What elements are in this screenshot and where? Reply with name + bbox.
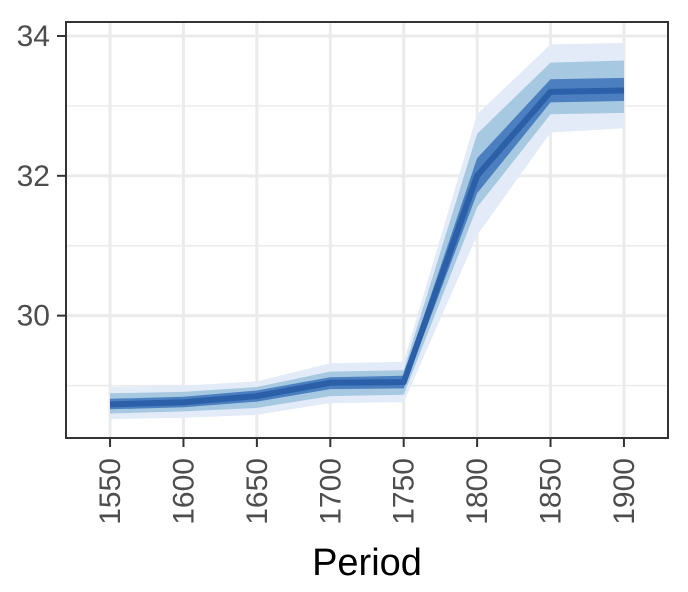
x-axis-title: Period xyxy=(312,542,422,584)
x-tick-label: 1600 xyxy=(168,458,201,525)
x-tick-label: 1650 xyxy=(241,458,274,525)
x-tick-label: 1900 xyxy=(608,458,641,525)
grid-layer xyxy=(66,22,668,438)
y-tick-label: 32 xyxy=(17,160,50,193)
x-tick-label: 1700 xyxy=(314,458,347,525)
band-layer xyxy=(110,43,624,420)
x-tick-label: 1800 xyxy=(461,458,494,525)
tick-layer: 30 32 34 1550 1600 1650 1700 1750 1800 1850 1900 xyxy=(17,20,641,525)
uncertainty-band-inner xyxy=(110,77,624,410)
uncertainty-band-middle xyxy=(110,60,624,414)
x-tick-label: 1850 xyxy=(535,458,568,525)
line-layer xyxy=(109,87,625,408)
x-tick-label: 1750 xyxy=(388,458,421,525)
y-tick-label: 34 xyxy=(17,20,50,53)
y-tick-label: 30 xyxy=(17,300,50,333)
x-tick-label: 1550 xyxy=(94,458,127,525)
plot-panel-border xyxy=(65,21,669,439)
median-line xyxy=(109,87,625,408)
